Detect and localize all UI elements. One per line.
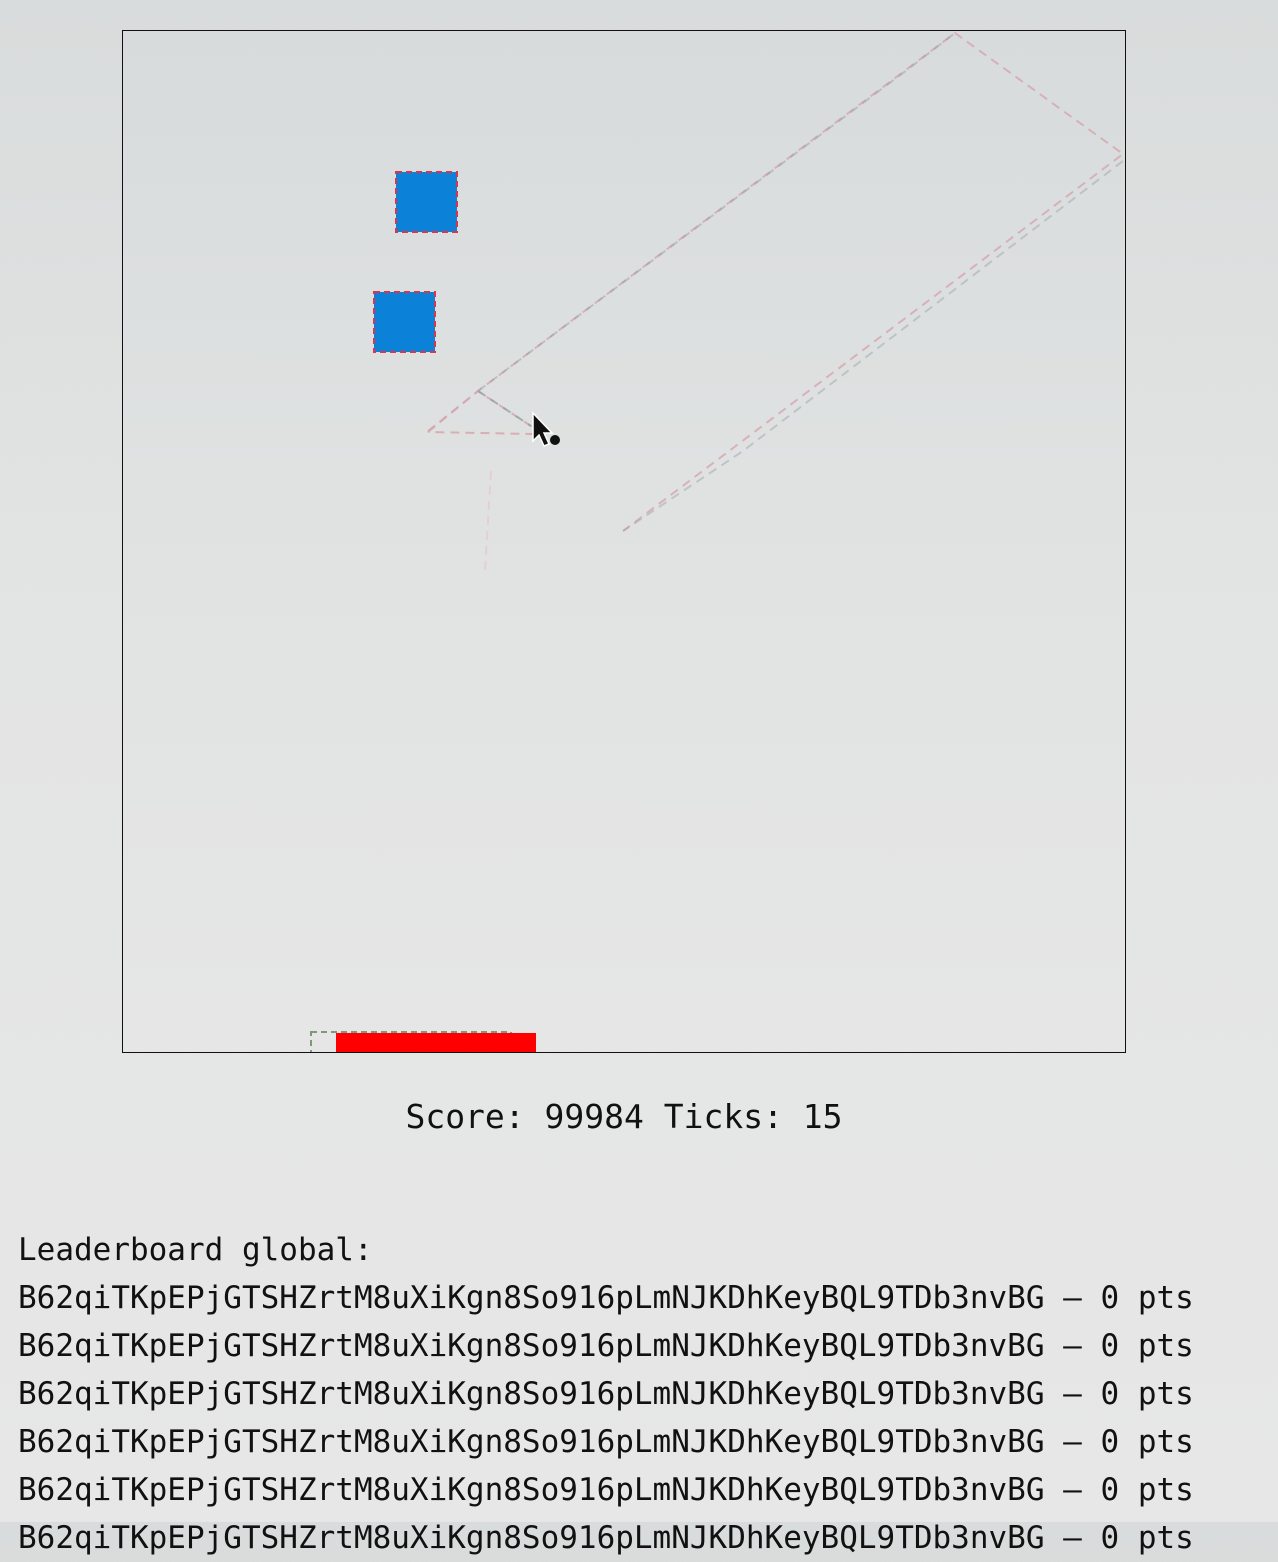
trail-ball-path-lower <box>622 160 1124 532</box>
game-canvas[interactable] <box>123 31 1125 1052</box>
trail-ball-path-secondary <box>477 32 956 392</box>
motion-trails <box>427 31 1125 572</box>
trail-cursor-triangle <box>427 389 535 436</box>
trail-faint-vertical <box>484 470 492 572</box>
leaderboard-row: B62qiTKpEPjGTSHZrtM8uXiKgn8So916pLmNJKDh… <box>18 1376 1194 1412</box>
mouse-cursor-icon <box>532 411 554 447</box>
leaderboard-title: Leaderboard global: <box>18 1232 373 1268</box>
score-ticks-status: Score: 99984 Ticks: 15 <box>405 1097 843 1136</box>
leaderboard: Leaderboard global: B62qiTKpEPjGTSHZrtM8… <box>18 1226 1268 1562</box>
leaderboard-row: B62qiTKpEPjGTSHZrtM8uXiKgn8So916pLmNJKDh… <box>18 1424 1194 1460</box>
trail-ball-path <box>427 31 1125 532</box>
blue-block-icon <box>395 171 458 233</box>
leaderboard-row: B62qiTKpEPjGTSHZrtM8uXiKgn8So916pLmNJKDh… <box>18 1472 1194 1508</box>
game-board[interactable] <box>122 30 1126 1053</box>
leaderboard-row: B62qiTKpEPjGTSHZrtM8uXiKgn8So916pLmNJKDh… <box>18 1328 1194 1364</box>
red-paddle-icon[interactable] <box>336 1033 536 1052</box>
ball <box>550 435 560 445</box>
leaderboard-row: B62qiTKpEPjGTSHZrtM8uXiKgn8So916pLmNJKDh… <box>18 1520 1194 1556</box>
leaderboard-row: B62qiTKpEPjGTSHZrtM8uXiKgn8So916pLmNJKDh… <box>18 1280 1194 1316</box>
trail-cursor-gray <box>477 390 532 427</box>
blue-block-icon <box>373 291 436 353</box>
